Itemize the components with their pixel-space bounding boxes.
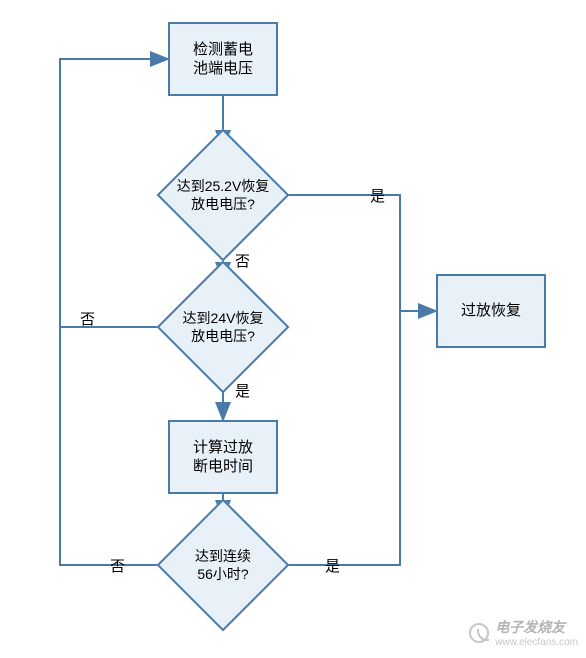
node-detect-voltage: 检测蓄电池端电压 bbox=[168, 22, 278, 96]
edge-label-no-3: 否 bbox=[110, 555, 125, 576]
watermark: 电子发烧友 www.elecfans.com bbox=[469, 617, 578, 648]
edge-label-yes-1: 是 bbox=[370, 185, 385, 206]
edge-label-no-1: 否 bbox=[235, 250, 250, 271]
node-text: 过放恢复 bbox=[461, 301, 521, 321]
edge-label-yes-3: 是 bbox=[325, 555, 340, 576]
node-text: 达到24V恢复放电电压? bbox=[183, 309, 264, 345]
node-text: 达到连续56小时? bbox=[195, 547, 251, 583]
node-text: 达到25.2V恢复放电电压? bbox=[177, 177, 270, 213]
node-calc-time: 计算过放断电时间 bbox=[168, 420, 278, 494]
edge-label-yes-2: 是 bbox=[235, 380, 250, 401]
edge-label-no-2: 否 bbox=[80, 308, 95, 329]
watermark-cn: 电子发烧友 bbox=[495, 617, 578, 637]
decision-56h: 达到连续56小时? bbox=[176, 518, 270, 612]
node-text: 计算过放断电时间 bbox=[193, 438, 253, 477]
node-recovery: 过放恢复 bbox=[436, 274, 546, 348]
elecfans-logo-icon bbox=[469, 623, 489, 643]
node-text: 检测蓄电池端电压 bbox=[193, 40, 253, 79]
decision-25v: 达到25.2V恢复放电电压? bbox=[176, 148, 270, 242]
decision-24v: 达到24V恢复放电电压? bbox=[176, 280, 270, 374]
watermark-en: www.elecfans.com bbox=[495, 637, 578, 648]
